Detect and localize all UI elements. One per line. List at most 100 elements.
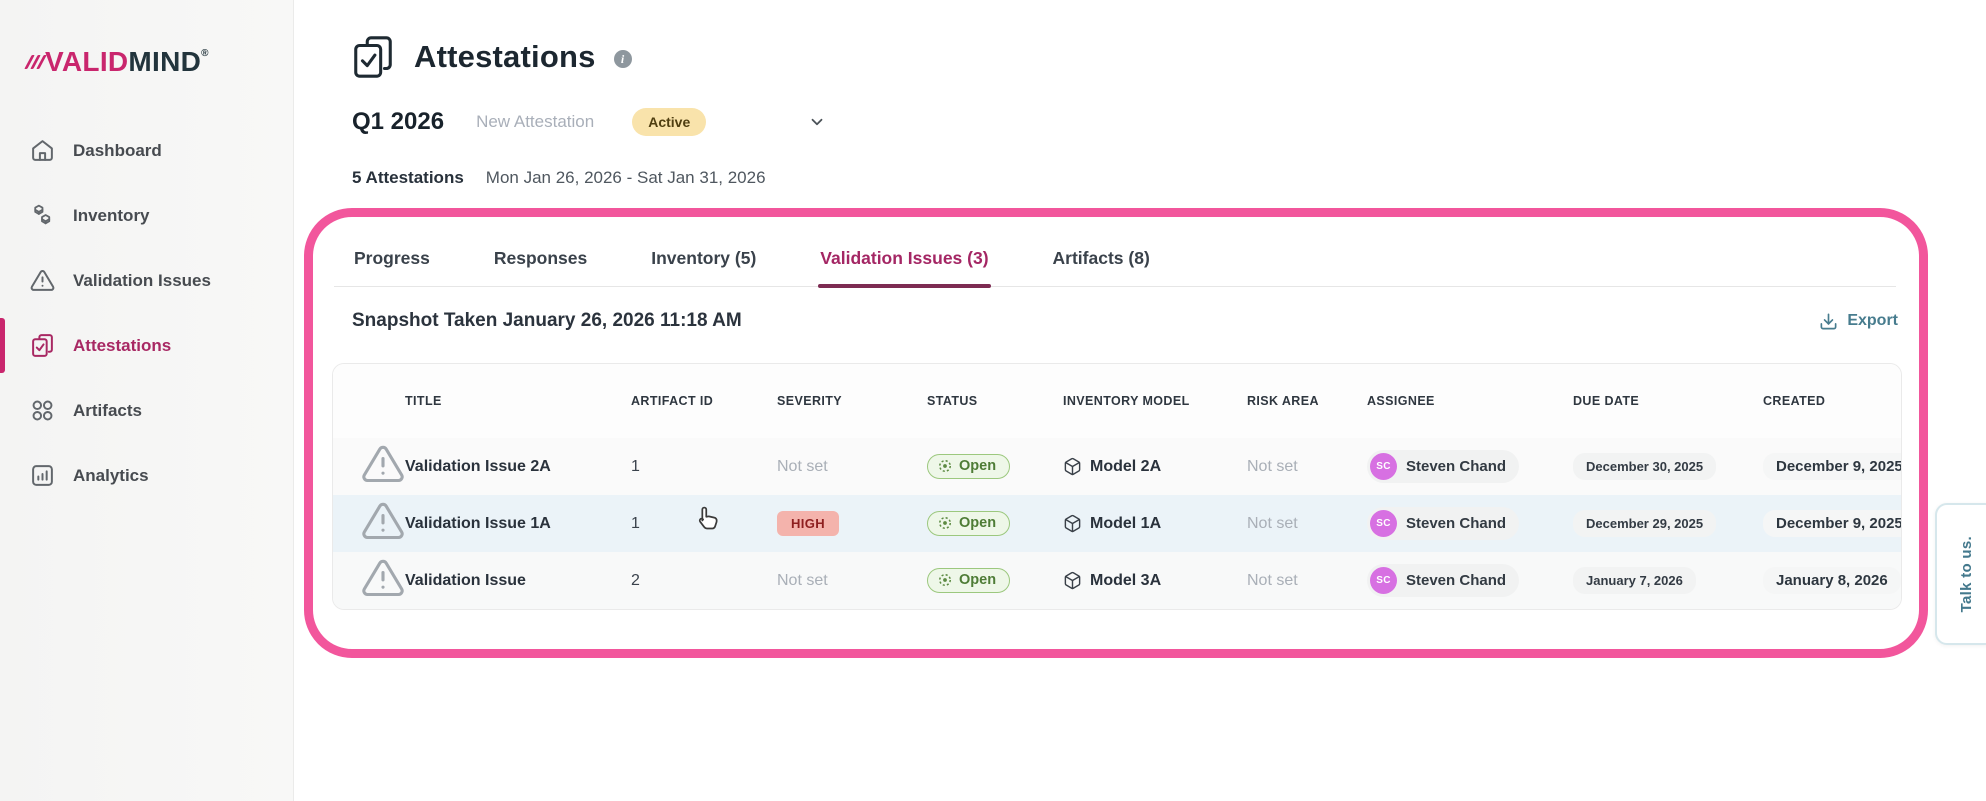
info-icon[interactable]: i [613, 50, 632, 68]
home-icon [30, 138, 55, 163]
inventory-model-link[interactable]: Model 1A [1063, 514, 1247, 533]
tab-validation-issues[interactable]: Validation Issues (3) [818, 238, 991, 288]
col-assignee: ASSIGNEE [1367, 393, 1435, 408]
sidebar-item-analytics[interactable]: Analytics [0, 443, 293, 508]
artifact-id: 2 [631, 571, 640, 589]
warning-triangle-icon [361, 445, 405, 490]
sidebar-item-validation-issues[interactable]: Validation Issues [0, 248, 293, 313]
cubes-icon [30, 203, 55, 228]
mouse-cursor-icon [692, 503, 722, 535]
attestation-count-row: 5 Attestations Mon Jan 26, 2026 - Sat Ja… [352, 168, 766, 188]
validation-issues-table: TITLE ARTIFACT ID SEVERITY STATUS INVENT… [332, 363, 1902, 610]
tab-responses[interactable]: Responses [493, 248, 588, 268]
col-status: STATUS [927, 393, 978, 408]
period-label: Q1 2026 [352, 108, 445, 135]
due-date: January 7, 2026 [1573, 567, 1696, 594]
status-badge: Open [927, 454, 1011, 479]
assignee-chip[interactable]: SC Steven Chand [1367, 450, 1520, 483]
period-subtitle: New Attestation [476, 112, 595, 131]
col-severity: SEVERITY [777, 393, 843, 408]
tab-artifacts[interactable]: Artifacts (8) [1052, 248, 1150, 268]
issue-title: Validation Issue 1A [405, 514, 551, 532]
due-date: December 29, 2025 [1573, 510, 1717, 537]
export-button[interactable]: Export [1819, 312, 1898, 331]
table-row[interactable]: Validation Issue 1A 1 HIGH Open Model 1A… [333, 495, 1901, 552]
inventory-model-link[interactable]: Model 3A [1063, 571, 1247, 590]
sidebar-item-attestations[interactable]: Attestations [0, 313, 293, 378]
sidebar-item-label: Artifacts [73, 400, 142, 420]
col-artifact-id: ARTIFACT ID [631, 393, 714, 408]
cube-icon [1063, 514, 1082, 533]
status-badge: Open [927, 568, 1011, 593]
cube-icon [1063, 457, 1082, 476]
bar-chart-icon [30, 463, 55, 488]
export-label: Export [1847, 312, 1898, 329]
date-range: Mon Jan 26, 2026 - Sat Jan 31, 2026 [485, 168, 766, 187]
warning-triangle-icon [30, 268, 55, 293]
chevron-down-icon[interactable] [808, 113, 826, 131]
cube-icon [1063, 571, 1082, 590]
talk-to-us-tab[interactable]: Talk to us. [1935, 503, 1986, 645]
sidebar-item-label: Dashboard [73, 140, 162, 160]
sidebar-item-dashboard[interactable]: Dashboard [0, 118, 293, 183]
tab-inventory[interactable]: Inventory (5) [651, 248, 757, 268]
sidebar-item-label: Inventory [73, 205, 150, 225]
tab-progress[interactable]: Progress [354, 248, 430, 268]
col-inventory-model: INVENTORY MODEL [1063, 393, 1190, 408]
sidebar-item-label: Attestations [73, 335, 172, 355]
created-date: December 9, 2025 [1763, 453, 1901, 480]
attestation-count: 5 Attestations [352, 168, 464, 187]
avatar: SC [1370, 510, 1397, 537]
assignee-chip[interactable]: SC Steven Chand [1367, 507, 1520, 540]
download-icon [1819, 312, 1838, 331]
sidebar-item-artifacts[interactable]: Artifacts [0, 378, 293, 443]
logo-text-valid: VALID [45, 46, 129, 77]
validmind-logo[interactable]: VALID MIND ® [24, 46, 293, 78]
avatar: SC [1370, 453, 1397, 480]
risk-area-value: Not set [1247, 457, 1298, 475]
due-date: December 30, 2025 [1573, 453, 1717, 480]
sidebar: VALID MIND ® Dashboard Inventory [0, 0, 294, 801]
assignee-chip[interactable]: SC Steven Chand [1367, 564, 1520, 597]
snapshot-title: Snapshot Taken January 26, 2026 11:18 AM [352, 310, 742, 331]
sidebar-item-label: Validation Issues [73, 270, 211, 290]
main-content: Attestations i Q1 2026 New Attestation A… [294, 0, 1986, 801]
issue-title: Validation Issue 2A [405, 457, 551, 475]
active-status-badge: Active [632, 108, 707, 136]
issue-title: Validation Issue [405, 571, 526, 589]
created-date: December 9, 2025 [1763, 510, 1901, 537]
open-status-icon [938, 573, 952, 587]
warning-triangle-icon [361, 502, 405, 547]
table-row[interactable]: Validation Issue 2 Not set Open Model 3A… [333, 552, 1901, 609]
artifact-id: 1 [631, 514, 640, 532]
warning-triangle-icon [361, 559, 405, 604]
four-circles-icon [30, 398, 55, 423]
table-row[interactable]: Validation Issue 2A 1 Not set Open Model… [333, 438, 1901, 495]
clipboard-check-icon [30, 333, 55, 358]
col-due-date: DUE DATE [1573, 393, 1640, 408]
logo-slashes-icon [24, 55, 47, 69]
sidebar-item-inventory[interactable]: Inventory [0, 183, 293, 248]
risk-area-value: Not set [1247, 571, 1298, 589]
severity-value: Not set [777, 571, 828, 589]
snapshot-row: Snapshot Taken January 26, 2026 11:18 AM… [352, 310, 1898, 332]
logo-text-mind: MIND [128, 46, 202, 77]
created-date: January 8, 2026 [1763, 567, 1901, 594]
artifact-id: 1 [631, 457, 640, 475]
severity-badge: HIGH [777, 511, 840, 536]
talk-to-us-label: Talk to us. [1957, 535, 1975, 613]
avatar: SC [1370, 567, 1397, 594]
inventory-model-link[interactable]: Model 2A [1063, 457, 1247, 476]
table-header-row: TITLE ARTIFACT ID SEVERITY STATUS INVENT… [333, 364, 1901, 438]
clipboard-check-icon [350, 34, 396, 80]
tab-bar: Progress Responses Inventory (5) Validat… [334, 238, 1896, 288]
open-status-icon [938, 516, 952, 530]
open-status-icon [938, 459, 952, 473]
risk-area-value: Not set [1247, 514, 1298, 532]
col-title: TITLE [405, 393, 442, 408]
col-risk-area: RISK AREA [1247, 393, 1319, 408]
registered-mark: ® [201, 48, 209, 59]
sidebar-item-label: Analytics [73, 465, 149, 485]
page-title: Attestations [414, 39, 596, 74]
